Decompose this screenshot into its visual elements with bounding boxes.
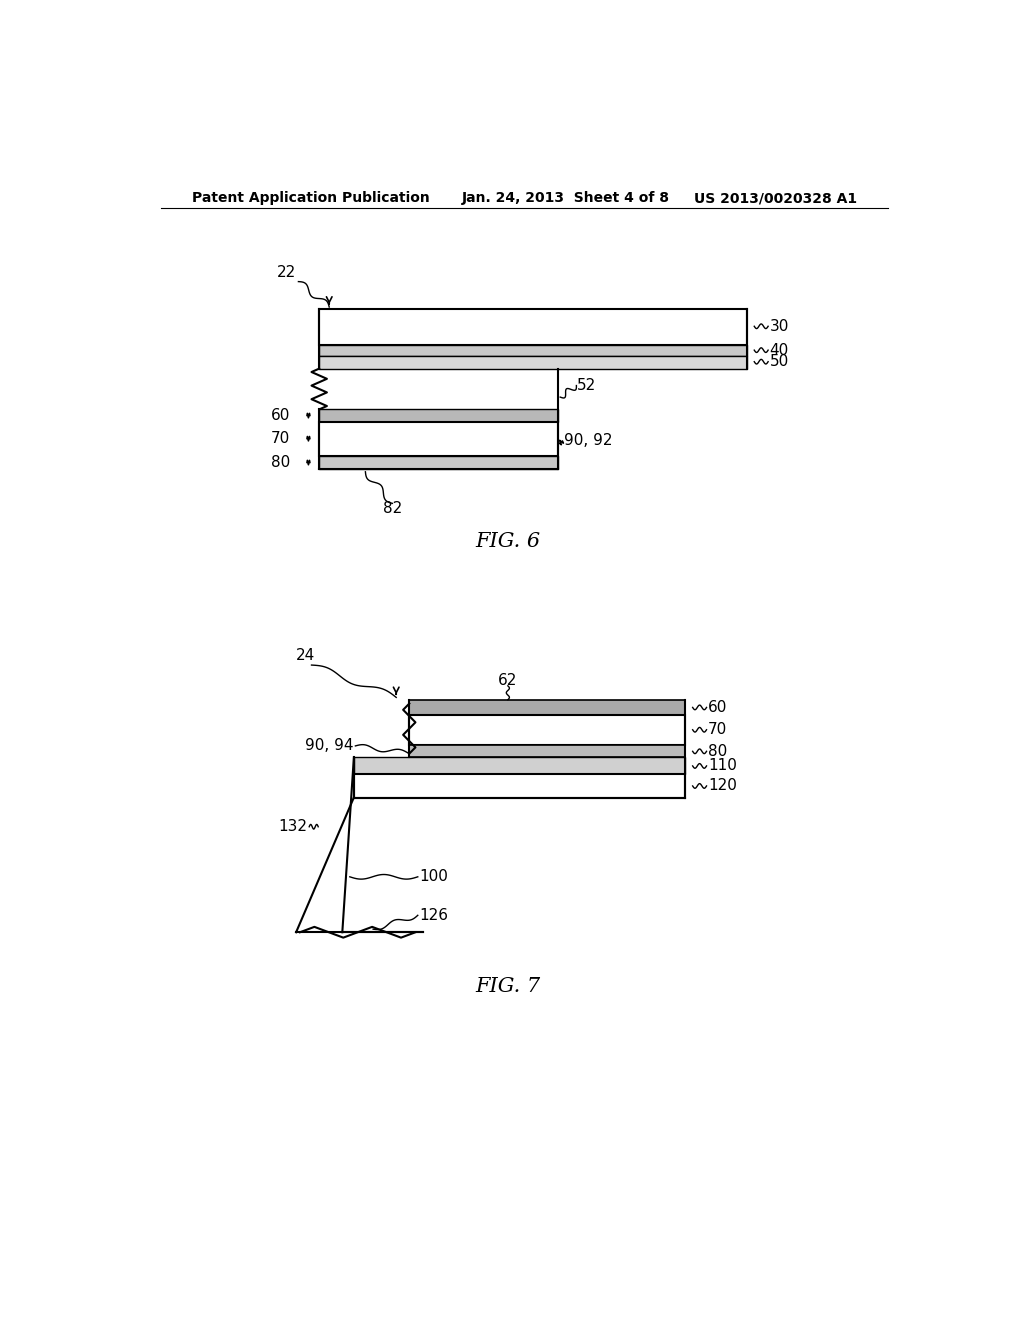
- Bar: [354, 758, 685, 775]
- Text: Jan. 24, 2013  Sheet 4 of 8: Jan. 24, 2013 Sheet 4 of 8: [462, 191, 670, 206]
- Text: 40: 40: [770, 343, 788, 358]
- Text: 132: 132: [279, 820, 307, 834]
- Text: Patent Application Publication: Patent Application Publication: [193, 191, 430, 206]
- Bar: [354, 775, 685, 797]
- Text: 22: 22: [276, 265, 296, 280]
- Bar: [319, 309, 746, 345]
- Text: 24: 24: [296, 648, 315, 663]
- Text: US 2013/0020328 A1: US 2013/0020328 A1: [694, 191, 857, 206]
- Bar: [319, 422, 558, 457]
- Bar: [410, 715, 685, 744]
- Text: 30: 30: [770, 318, 790, 334]
- Bar: [319, 355, 746, 368]
- Text: 100: 100: [419, 870, 449, 884]
- Text: 70: 70: [708, 722, 727, 738]
- Text: 90, 94: 90, 94: [305, 738, 354, 754]
- Bar: [319, 409, 558, 422]
- Text: 60: 60: [270, 408, 290, 424]
- Bar: [319, 345, 746, 355]
- Text: 80: 80: [708, 743, 727, 759]
- Text: 60: 60: [708, 700, 727, 715]
- Text: FIG. 6: FIG. 6: [475, 532, 541, 552]
- Text: 50: 50: [770, 354, 788, 370]
- Text: 126: 126: [419, 908, 449, 923]
- Text: 110: 110: [708, 759, 737, 774]
- Bar: [410, 744, 685, 758]
- Text: 70: 70: [270, 432, 290, 446]
- Text: FIG. 7: FIG. 7: [475, 977, 541, 995]
- Text: 120: 120: [708, 779, 737, 793]
- Text: 90, 92: 90, 92: [564, 433, 612, 449]
- Text: 82: 82: [383, 502, 402, 516]
- Bar: [410, 700, 685, 715]
- Text: 62: 62: [498, 673, 517, 688]
- Text: 80: 80: [270, 455, 290, 470]
- Text: 52: 52: [578, 378, 596, 393]
- Bar: [319, 457, 558, 469]
